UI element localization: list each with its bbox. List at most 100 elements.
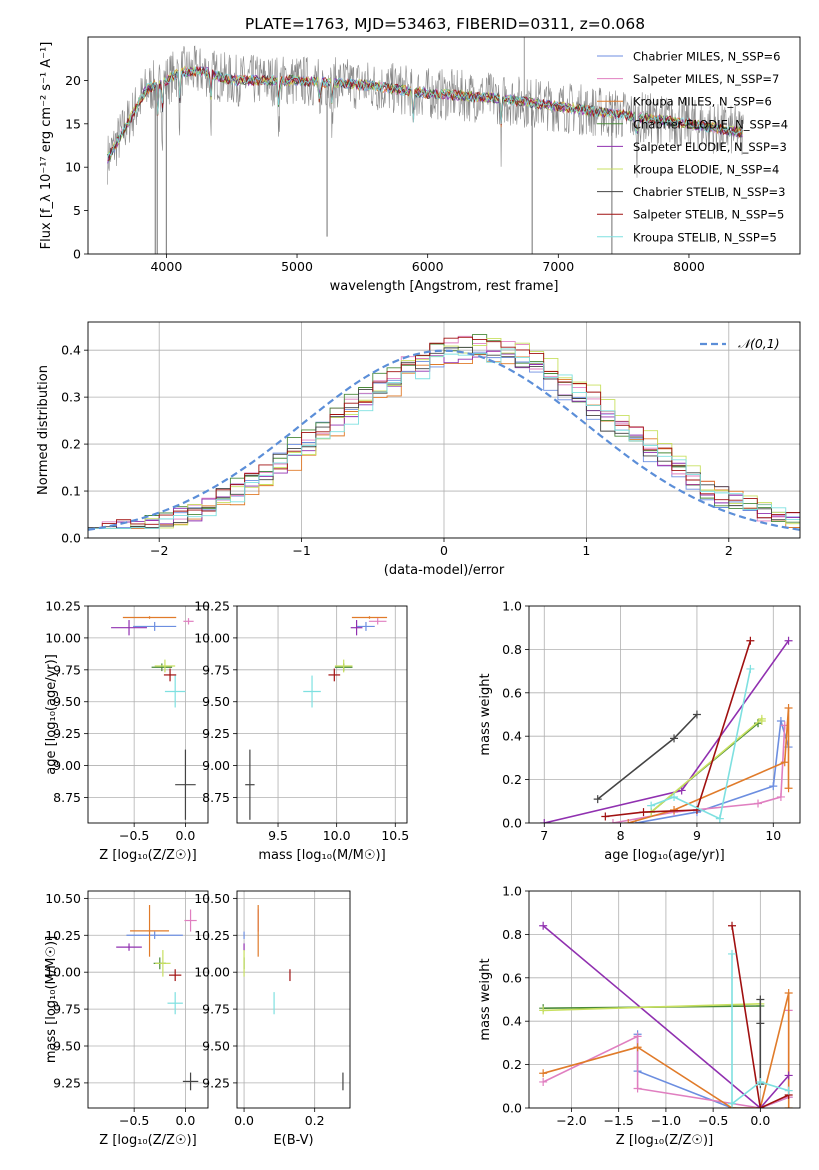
x-tick-label: 0.0: [750, 1113, 770, 1128]
panel-5: 7 8 9 10 0.0 0.2 0.4 0.6 0.8 1.0 age [log₁₀(age/yr…: [478, 599, 801, 863]
weight-marker: [754, 799, 763, 808]
weight-marker: [784, 988, 793, 997]
histogram-chabrier-stelib: [88, 346, 800, 530]
weight-marker: [728, 949, 737, 958]
panel-6: −0.5 0.0 9.25 9.50 9.75 10.00 10.25 10.50 Z [log…: [44, 890, 209, 1148]
y-tick-label: 0: [73, 247, 81, 262]
y-tick-label: 10.25: [45, 928, 81, 943]
legend-label: 𝒩(0,1): [738, 336, 780, 351]
axes-frame: [528, 605, 801, 824]
y-tick-label: 0.8: [502, 927, 522, 942]
y-tick-label: 0.2: [61, 437, 81, 452]
plot-area: [88, 891, 208, 1108]
x-tick-label: −0.5: [698, 1113, 728, 1128]
model-spectrum-salpeter-stelib: [107, 65, 743, 162]
panel-1: 4000 5000 6000 7000 8000 0 5 10 15 20 wavelength […: [39, 36, 801, 294]
histogram-kroupa-elodie: [88, 337, 800, 530]
x-tick-label: 7: [540, 828, 548, 843]
panel-4: 9.5 10.0 10.5 8.75 9.00 9.25 9.50 9.75 10.00 10.2…: [194, 599, 409, 864]
weight-marker: [784, 1086, 793, 1095]
y-tick-label: 0.0: [502, 816, 522, 831]
x-tick-label: −2: [150, 543, 168, 558]
x-tick-label: 5000: [281, 259, 313, 274]
model-spectrum-kroupa-stelib: [107, 66, 743, 158]
weight-marker: [776, 792, 785, 801]
y-tick-label: 8.75: [53, 790, 81, 805]
y-tick-label: 10.00: [45, 630, 81, 645]
y-tick-label: 0.3: [61, 390, 81, 405]
y-tick-label: 0.4: [502, 729, 522, 744]
y-tick-label: 10: [65, 160, 81, 175]
y-tick-label: 9.25: [53, 726, 81, 741]
weight-line-salpeter-elodie: [542, 925, 790, 1108]
x-axis-label: age [log₁₀(age/yr)]: [604, 848, 725, 863]
y-tick-label: 9.50: [202, 1039, 230, 1054]
y-tick-label: 8.75: [202, 790, 230, 805]
weight-marker: [784, 1104, 793, 1108]
axes-frame: [87, 890, 209, 1109]
weight-marker: [677, 786, 686, 795]
weight-marker: [670, 792, 679, 801]
y-tick-label: 0.4: [502, 1014, 522, 1029]
y-tick-label: 9.75: [53, 1002, 81, 1017]
weight-marker: [539, 1077, 548, 1086]
histogram-salpeter-stelib: [88, 336, 800, 530]
panel-7: 0.0 0.2 9.25 9.50 9.75 10.00 10.25 10.50 E(B-V): [194, 890, 351, 1148]
weight-marker: [639, 808, 648, 817]
weight-marker: [633, 1084, 642, 1093]
y-tick-label: 15: [65, 116, 81, 131]
weight-marker: [633, 1032, 642, 1041]
y-tick-label: 9.00: [202, 758, 230, 773]
x-tick-label: 0: [440, 543, 448, 558]
y-axis-label: mass [log₁₀(M/M☉)]: [44, 936, 59, 1063]
weight-marker: [784, 1071, 793, 1080]
axes-frame: [87, 36, 801, 255]
y-tick-label: 9.25: [202, 1075, 230, 1090]
weight-line-kroupa-stelib: [650, 668, 752, 820]
x-tick-label: −0.5: [119, 828, 149, 843]
y-tick-label: 9.50: [53, 1039, 81, 1054]
weight-line-kroupa-miles: [542, 992, 790, 1108]
weight-marker: [539, 1006, 548, 1015]
weight-marker: [539, 921, 548, 930]
x-tick-label: 8: [617, 828, 625, 843]
x-tick-label: 0.0: [234, 1113, 254, 1128]
legend-label: Salpeter ELODIE, N_SSP=3: [633, 140, 787, 154]
legend-label: Salpeter STELIB, N_SSP=5: [633, 208, 784, 222]
plot-area: [529, 606, 800, 823]
weight-marker: [746, 636, 755, 645]
weight-marker: [769, 782, 778, 791]
y-tick-label: 0.6: [502, 685, 522, 700]
weight-line-kroupa-elodie: [650, 717, 763, 813]
x-tick-label: 10.5: [381, 828, 409, 843]
panel-3: −0.5 0.0 8.75 9.00 9.25 9.50 9.75 10.00 10.25 Z […: [44, 599, 209, 863]
y-tick-label: 9.25: [202, 726, 230, 741]
plot-area: [237, 606, 407, 823]
figure-title: PLATE=1763, MJD=53463, FIBERID=0311, z=0…: [245, 15, 645, 33]
plot-area: [88, 606, 208, 823]
x-axis-label: wavelength [Angstrom, rest frame]: [330, 279, 559, 294]
y-tick-label: 10.00: [194, 965, 230, 980]
y-axis-label: Flux [f_λ 10⁻¹⁷ erg cm⁻² s⁻¹ A⁻¹]: [39, 42, 54, 250]
y-tick-label: 0.6: [502, 970, 522, 985]
legend-label: Salpeter MILES, N_SSP=7: [633, 72, 779, 86]
weight-marker: [756, 1104, 765, 1108]
weight-marker: [757, 717, 766, 726]
y-tick-label: 10.25: [194, 928, 230, 943]
weight-marker: [593, 795, 602, 804]
weight-marker: [670, 734, 679, 743]
x-tick-label: 0.0: [175, 828, 195, 843]
weight-marker: [608, 819, 617, 823]
y-tick-label: 5: [73, 203, 81, 218]
x-axis-label: E(B-V): [273, 1133, 313, 1148]
x-axis-label: (data-model)/error: [384, 563, 505, 578]
weight-marker: [633, 1043, 642, 1052]
x-tick-label: −0.5: [119, 1113, 149, 1128]
axes-frame: [87, 321, 801, 539]
y-tick-label: 9.75: [202, 1002, 230, 1017]
y-tick-label: 0.4: [61, 343, 81, 358]
x-axis-label: Z [log₁₀(Z/Z☉)]: [616, 1133, 713, 1148]
weight-marker: [756, 1019, 765, 1028]
